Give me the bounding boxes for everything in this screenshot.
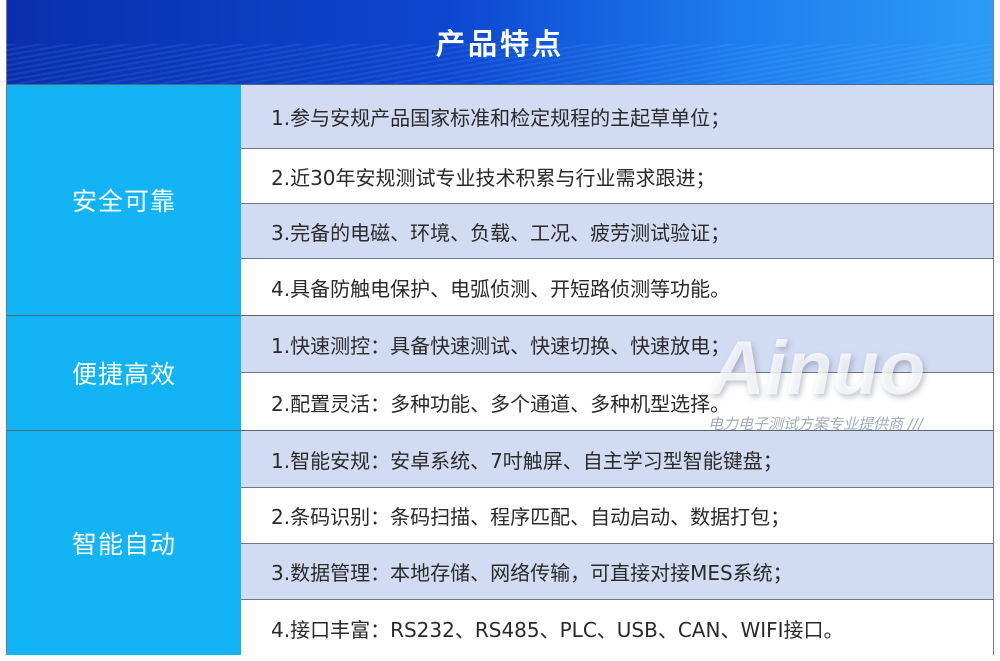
group-intelligent: 智能自动 1.智能安规：安卓系统、7吋触屏、自主学习型智能键盘； 2.条码识别：… — [7, 430, 993, 656]
list-item: 1.智能安规：安卓系统、7吋触屏、自主学习型智能键盘； — [241, 431, 993, 488]
list-item: 1.参与安规产品国家标准和检定规程的主起草单位； — [241, 85, 993, 149]
list-item: 3.完备的电磁、环境、负载、工况、疲劳测试验证； — [241, 204, 993, 259]
group-label: 便捷高效 — [7, 316, 241, 430]
group-label: 智能自动 — [7, 431, 241, 655]
list-item: 4.接口丰富：RS232、RS485、PLC、USB、CAN、WIFI接口。 — [241, 600, 993, 656]
group-safety: 安全可靠 1.参与安规产品国家标准和检定规程的主起草单位； 2.近30年安规测试… — [7, 84, 993, 316]
header: 产品特点 — [7, 0, 993, 84]
page-title: 产品特点 — [435, 27, 564, 61]
feature-table: 产品特点 安全可靠 1.参与安规产品国家标准和检定规程的主起草单位； 2.近30… — [6, 0, 994, 656]
list-item: 2.条码识别：条码扫描、程序匹配、自动启动、数据打包； — [241, 488, 993, 544]
list-item: 2.近30年安规测试专业技术积累与行业需求跟进； — [241, 149, 993, 204]
list-item: 3.数据管理：本地存储、网络传输，可直接对接MES系统； — [241, 544, 993, 600]
list-item: 1.快速测控：具备快速测试、快速切换、快速放电； — [241, 316, 993, 373]
group-efficiency: 便捷高效 1.快速测控：具备快速测试、快速切换、快速放电； 2.配置灵活：多种功… — [7, 315, 993, 431]
list-item: 2.配置灵活：多种功能、多个通道、多种机型选择。 — [241, 373, 993, 431]
group-label: 安全可靠 — [7, 85, 241, 315]
list-item: 4.具备防触电保护、电弧侦测、开短路侦测等功能。 — [241, 259, 993, 316]
